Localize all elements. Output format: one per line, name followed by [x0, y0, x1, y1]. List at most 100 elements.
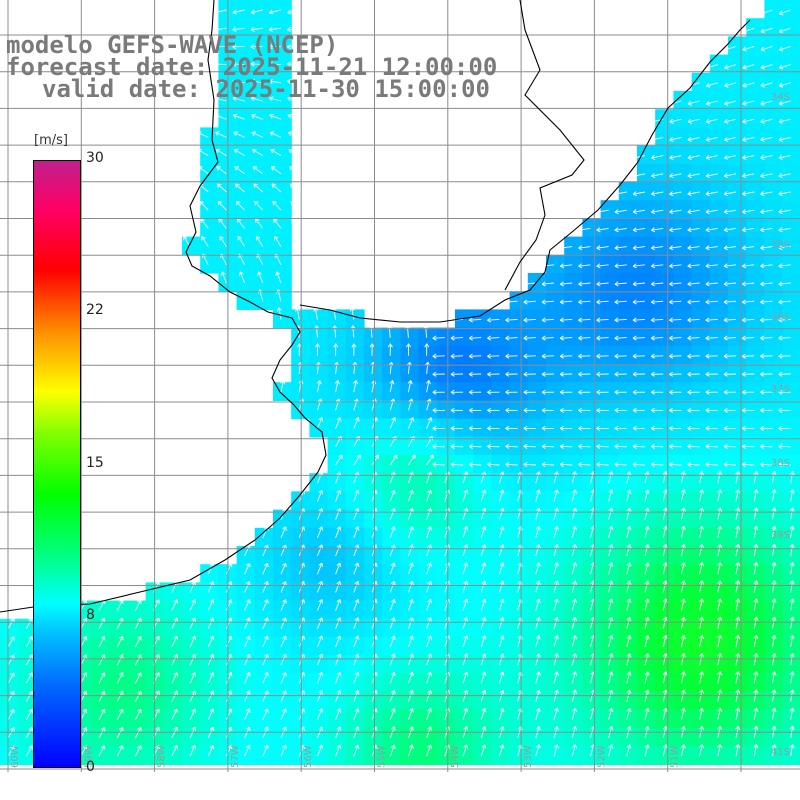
wind-arrow: [225, 635, 233, 648]
wind-arrow: [523, 425, 536, 431]
wind-arrow: [287, 78, 300, 84]
wind-arrow: [171, 708, 178, 720]
wind-speed-cell: [273, 0, 292, 19]
wind-speed-cell: [546, 655, 565, 674]
wind-arrow: [553, 562, 559, 575]
wind-arrow: [523, 335, 536, 341]
wind-arrow: [723, 191, 737, 197]
wind-arrow: [760, 100, 773, 106]
longitude-label: 59W: [83, 745, 94, 768]
wind-arrow: [553, 544, 559, 557]
wind-arrow: [468, 462, 482, 468]
wind-speed-cell: [364, 327, 383, 347]
wind-arrow: [608, 707, 614, 720]
wind-speed-cell: [618, 655, 638, 674]
wind-speed-cell: [473, 473, 492, 492]
wind-speed-cell: [691, 309, 711, 329]
wind-speed-cell: [455, 691, 474, 711]
wind-speed-cell: [527, 364, 547, 383]
wind-arrow: [705, 191, 718, 197]
wind-speed-cell: [637, 546, 656, 565]
wind-arrow: [237, 235, 245, 247]
wind-speed-cell: [345, 709, 365, 729]
wind-arrow: [578, 299, 591, 305]
wind-speed-cell: [746, 200, 765, 219]
wind-arrow: [789, 671, 795, 684]
wind-speed-cell: [400, 473, 420, 492]
wind-speed-cell: [364, 600, 383, 620]
wind-speed-cell: [345, 728, 365, 747]
wind-arrow: [614, 191, 627, 197]
wind-arrow: [553, 653, 559, 666]
wind-speed-cell: [436, 746, 456, 765]
wind-speed-cell: [418, 600, 438, 620]
wind-arrow: [687, 281, 700, 287]
wind-speed-cell: [655, 436, 674, 456]
wind-arrow: [699, 671, 705, 684]
wind-speed-cell: [273, 127, 292, 147]
wind-speed-cell: [746, 236, 765, 256]
wind-arrow: [408, 454, 416, 466]
wind-speed-cell: [236, 163, 256, 183]
wind-speed-cell: [473, 618, 492, 638]
wind-speed-cell: [618, 327, 638, 347]
wind-arrow: [614, 371, 627, 377]
wind-speed-cell: [782, 582, 800, 602]
wind-speed-cell: [600, 291, 620, 310]
wind-arrow: [651, 173, 664, 179]
wind-speed-cell: [782, 600, 800, 620]
wind-arrow: [535, 562, 541, 575]
wind-arrow: [371, 454, 380, 466]
wind-arrow: [760, 462, 773, 468]
wind-arrow: [407, 708, 414, 720]
wind-arrow: [735, 744, 741, 757]
wind-arrow: [608, 671, 614, 684]
wind-speed-cell: [655, 582, 674, 602]
wind-arrow: [134, 672, 142, 684]
wind-arrow: [687, 263, 700, 269]
wind-speed-cell: [527, 655, 547, 674]
wind-speed-cell: [655, 291, 674, 310]
wind-arrow: [559, 462, 573, 468]
wind-arrow: [498, 635, 505, 648]
wind-arrow: [723, 209, 737, 215]
wind-speed-cell: [163, 691, 183, 711]
wind-arrow: [608, 507, 614, 520]
wind-speed-cell: [109, 600, 128, 620]
wind-arrow: [789, 525, 795, 538]
wind-speed-cell: [527, 418, 547, 438]
wind-arrow: [741, 425, 755, 431]
wind-arrow: [614, 425, 627, 431]
wind-arrow: [778, 443, 791, 449]
wind-speed-cell: [182, 746, 201, 765]
wind-arrow: [651, 136, 664, 142]
wind-arrow: [608, 544, 614, 557]
wind-speed-cell: [254, 273, 274, 292]
wind-speed-cell: [637, 382, 656, 401]
wind-speed-cell: [564, 637, 583, 656]
wind-speed-cell: [400, 546, 420, 565]
wind-arrow: [316, 526, 324, 538]
wind-arrow: [735, 707, 741, 720]
wind-speed-cell: [491, 709, 511, 729]
wind-arrow: [753, 580, 759, 593]
wind-speed-cell: [455, 418, 474, 438]
wind-speed-cell: [509, 691, 529, 711]
wind-speed-cell: [254, 582, 274, 602]
wind-speed-cell: [473, 564, 492, 583]
wind-arrow: [632, 173, 646, 179]
wind-speed-cell: [364, 473, 383, 492]
wind-speed-cell: [273, 200, 292, 219]
wind-arrow: [286, 61, 300, 67]
wind-speed-cell: [618, 345, 638, 365]
wind-speed-cell: [163, 746, 183, 765]
wind-speed-cell: [709, 618, 729, 638]
wind-arrow: [760, 407, 773, 413]
wind-speed-cell: [582, 673, 602, 693]
wind-speed-cell: [655, 400, 674, 420]
wind-speed-cell: [728, 145, 747, 165]
wind-speed-cell: [345, 436, 365, 456]
wind-arrow: [705, 82, 718, 88]
wind-arrow: [760, 209, 773, 215]
wind-speed-cell: [691, 564, 711, 583]
